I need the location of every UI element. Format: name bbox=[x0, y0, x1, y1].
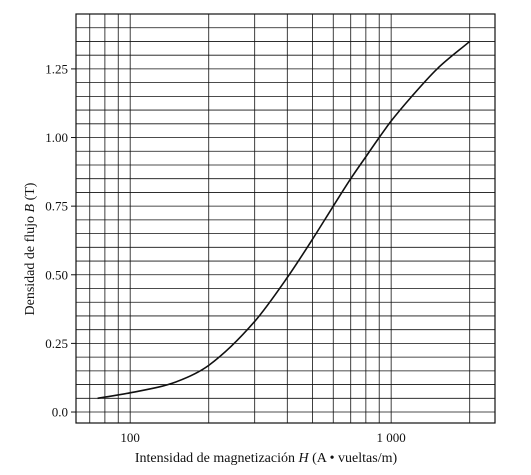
vertical-gridlines bbox=[89, 14, 471, 423]
x-tick-label: 1 000 bbox=[377, 430, 406, 445]
x-tick-label: 100 bbox=[120, 430, 140, 445]
y-tick-label: 0.25 bbox=[45, 336, 68, 351]
x-axis-label-prefix: Intensidad de magnetización bbox=[135, 451, 299, 466]
x-axis-label-variable: H bbox=[298, 451, 310, 466]
x-axis-label-suffix: (A • vueltas/m) bbox=[309, 451, 398, 466]
magnetization-curve bbox=[97, 40, 471, 400]
plot-frame bbox=[75, 13, 496, 424]
y-tick-label: 0.75 bbox=[45, 199, 68, 214]
y-axis-label-prefix: Densidad de flujo bbox=[23, 212, 38, 315]
y-tick-label: 0.50 bbox=[45, 267, 68, 282]
y-axis-label-variable: B bbox=[23, 203, 38, 212]
x-axis-label: Intensidad de magnetización H (A • vuelt… bbox=[135, 451, 398, 466]
y-tick-label: 0.0 bbox=[52, 405, 68, 420]
y-tick-label: 1.00 bbox=[45, 130, 68, 145]
y-axis-label-suffix: (T) bbox=[23, 182, 38, 204]
y-axis-ticks: 0.0 0.25 0.50 0.75 1.00 1.25 bbox=[45, 61, 76, 420]
horizontal-gridlines bbox=[76, 13, 495, 413]
y-axis-label: Densidad de flujo B (T) bbox=[23, 182, 38, 315]
y-tick-label: 1.25 bbox=[45, 61, 68, 76]
x-axis-ticks: 100 1 000 bbox=[120, 430, 405, 445]
